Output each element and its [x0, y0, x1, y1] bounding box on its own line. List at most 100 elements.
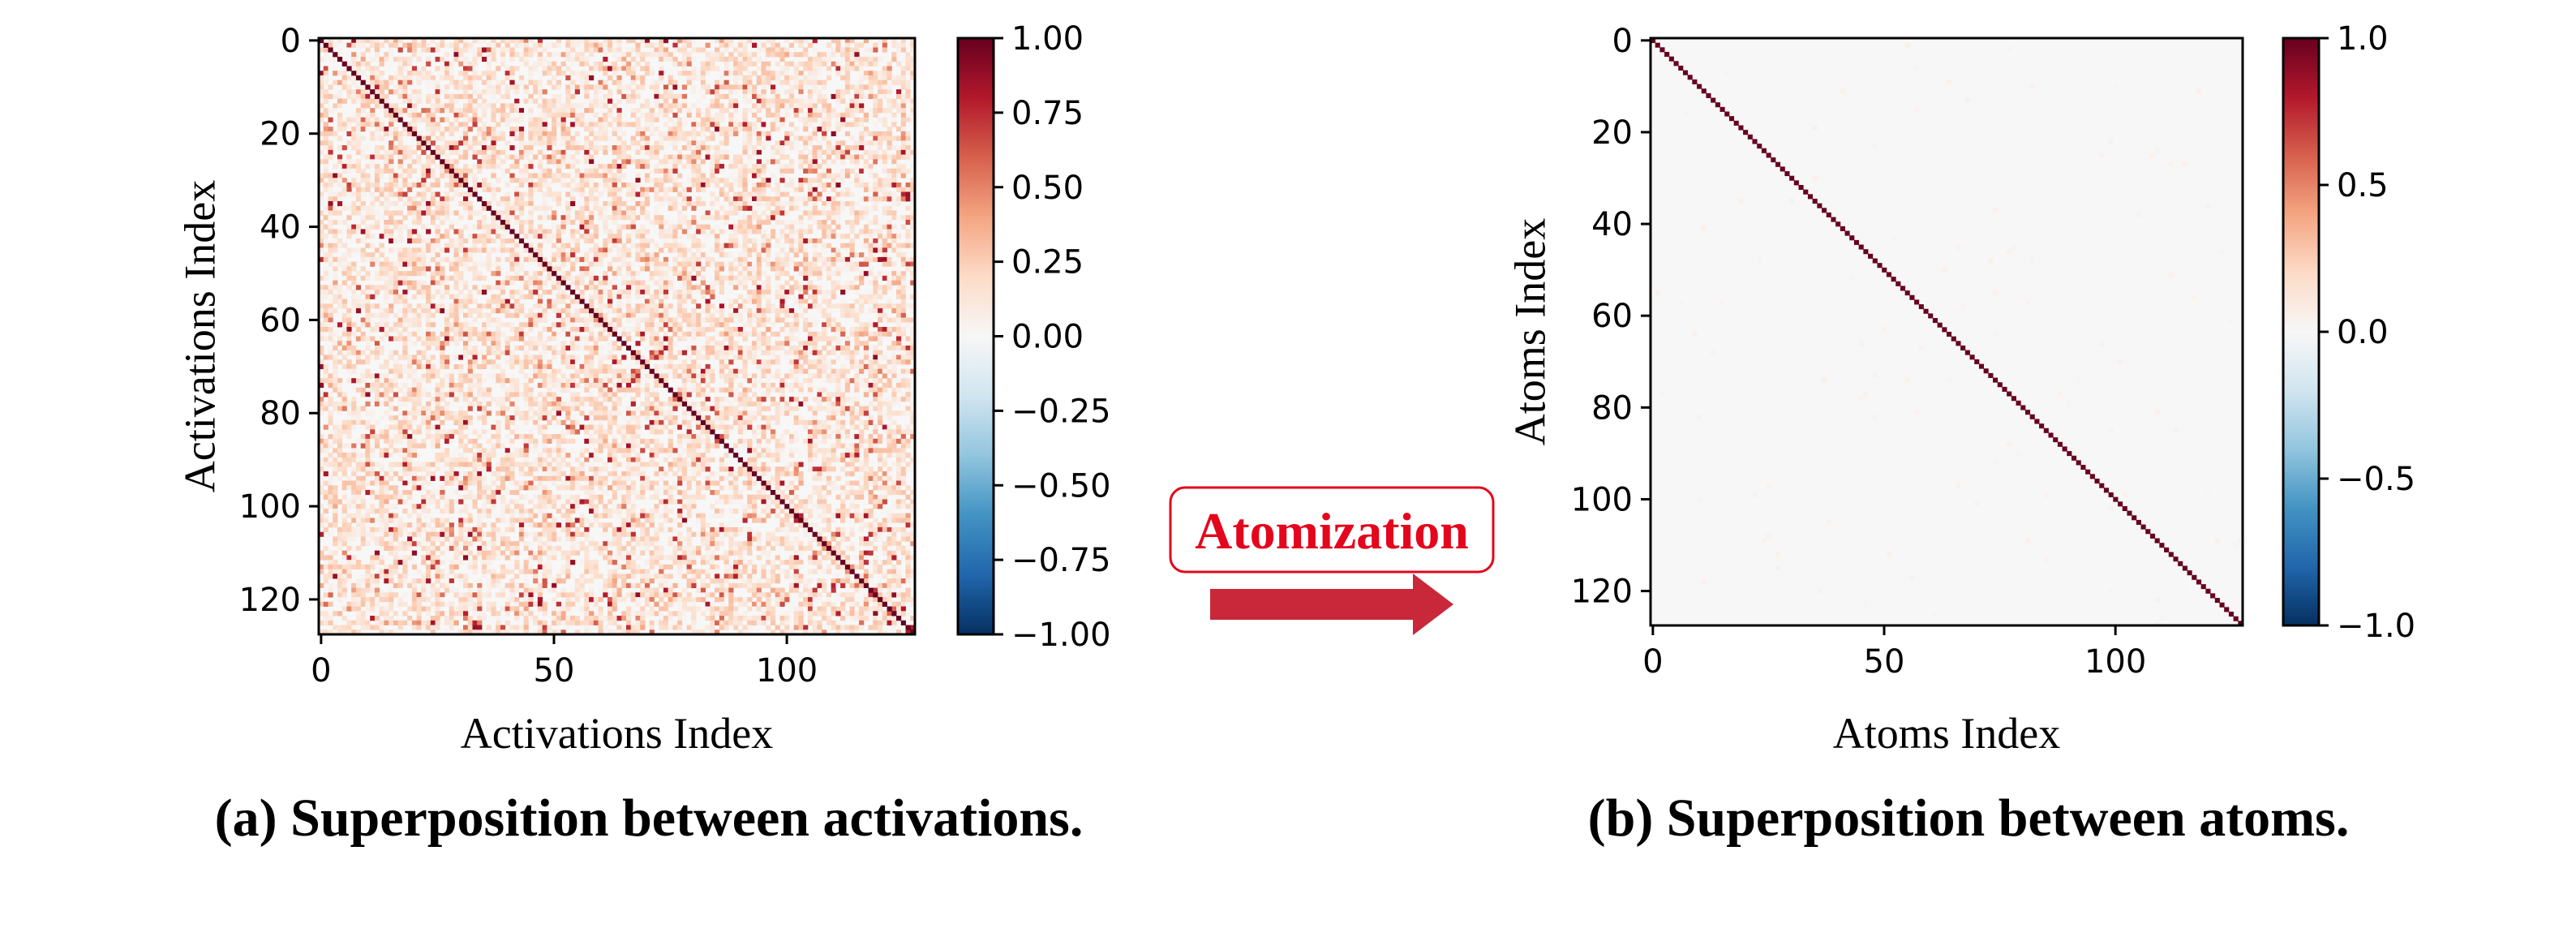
heatmap-cell	[822, 84, 827, 90]
heatmap-cell	[798, 61, 804, 67]
heatmap-cell	[608, 173, 613, 178]
heatmap-cell	[598, 47, 603, 53]
heatmap-cell	[435, 462, 440, 467]
heatmap-cell	[570, 135, 576, 141]
heatmap-cell	[355, 545, 362, 552]
heatmap-cell	[896, 183, 902, 188]
heatmap-cell	[389, 494, 394, 500]
heatmap-cell	[640, 38, 646, 44]
heatmap-cell	[444, 578, 450, 584]
heatmap-cell	[878, 38, 883, 44]
heatmap-cell	[537, 159, 543, 165]
heatmap-cell	[715, 38, 720, 44]
heatmap-cell	[389, 229, 394, 234]
heatmap-cell	[733, 108, 739, 114]
heatmap-cell	[323, 164, 328, 170]
heatmap-cell	[351, 261, 357, 267]
heatmap-cell	[807, 196, 814, 202]
heatmap-cell	[761, 79, 766, 85]
heatmap-cell	[360, 266, 366, 272]
heatmap-cell	[333, 336, 338, 342]
heatmap-cell	[756, 164, 762, 170]
heatmap-cell	[579, 117, 585, 122]
heatmap-cell	[346, 327, 352, 333]
heatmap-cell	[533, 42, 539, 48]
heatmap-cell	[319, 71, 324, 76]
heatmap-cell	[319, 238, 324, 244]
heatmap-cell	[822, 52, 827, 58]
heatmap-cell	[504, 66, 510, 71]
heatmap-cell	[579, 52, 585, 58]
heatmap-cell	[896, 93, 902, 100]
heatmap-cell	[430, 541, 436, 547]
heatmap-cell	[355, 457, 362, 462]
heatmap-cell	[389, 485, 394, 491]
heatmap-cell	[589, 131, 595, 136]
heatmap-cell	[807, 108, 814, 114]
heatmap-cell	[518, 127, 525, 132]
heatmap-cell	[370, 243, 376, 248]
heatmap-cell	[467, 191, 473, 197]
heatmap-cell	[831, 164, 836, 170]
heatmap-cell	[346, 569, 352, 574]
heatmap-cell	[328, 108, 333, 114]
heatmap-cell	[840, 191, 846, 197]
heatmap-cell	[887, 145, 892, 151]
heatmap-cell	[333, 271, 338, 277]
heatmap-cell	[737, 154, 743, 160]
heatmap-cell	[775, 71, 780, 76]
heatmap-cell	[565, 200, 571, 207]
heatmap-cell	[384, 261, 389, 267]
heatmap-cell	[360, 625, 366, 630]
heatmap-cell	[397, 336, 403, 342]
heatmap-cell	[421, 536, 427, 542]
heatmap-cell	[444, 200, 450, 207]
heatmap-cell	[337, 290, 343, 295]
heatmap-cell	[374, 397, 380, 402]
heatmap-cell	[537, 135, 543, 141]
heatmap-cell	[449, 219, 454, 226]
heatmap-cell	[393, 247, 399, 253]
heatmap-cell	[523, 149, 529, 155]
heatmap-cell	[472, 345, 478, 351]
heatmap-cell	[504, 183, 510, 188]
heatmap-cell	[389, 303, 394, 309]
heatmap-cell	[705, 183, 711, 188]
heatmap-cell	[444, 406, 450, 411]
heatmap-cell	[458, 499, 464, 505]
heatmap-cell	[891, 183, 897, 188]
heatmap-cell	[351, 518, 357, 523]
heatmap-cell	[477, 159, 483, 165]
heatmap-cell	[449, 122, 454, 127]
heatmap-cell	[402, 578, 408, 584]
heatmap-cell	[677, 159, 683, 165]
heatmap-cell	[416, 327, 422, 333]
heatmap-cell	[542, 191, 547, 197]
heatmap-cell	[319, 285, 324, 290]
heatmap-cell	[896, 164, 902, 170]
heatmap-cell	[319, 363, 324, 370]
heatmap-cell	[910, 103, 916, 109]
heatmap-cell	[589, 103, 595, 109]
heatmap-cell	[788, 61, 795, 67]
heatmap-cell	[710, 135, 715, 141]
heatmap-cell	[803, 140, 809, 146]
heatmap-cell	[323, 545, 328, 552]
heatmap-cell	[453, 308, 459, 314]
heatmap-cell	[570, 145, 576, 151]
heatmap-cell	[654, 154, 659, 160]
heatmap-cell	[761, 84, 766, 90]
heatmap-cell	[616, 79, 622, 85]
heatmap-cell	[752, 173, 758, 178]
heatmap-cell	[453, 616, 459, 621]
heatmap-cell	[849, 103, 855, 109]
heatmap-cell	[402, 261, 408, 267]
heatmap-cell	[812, 164, 818, 170]
heatmap-cell	[435, 592, 440, 598]
heatmap-cell	[700, 145, 706, 151]
heatmap-cell	[873, 56, 878, 62]
heatmap-cell	[598, 98, 603, 104]
heatmap-cell	[696, 89, 702, 95]
heatmap-cell	[779, 71, 785, 76]
heatmap-cell	[603, 173, 608, 178]
